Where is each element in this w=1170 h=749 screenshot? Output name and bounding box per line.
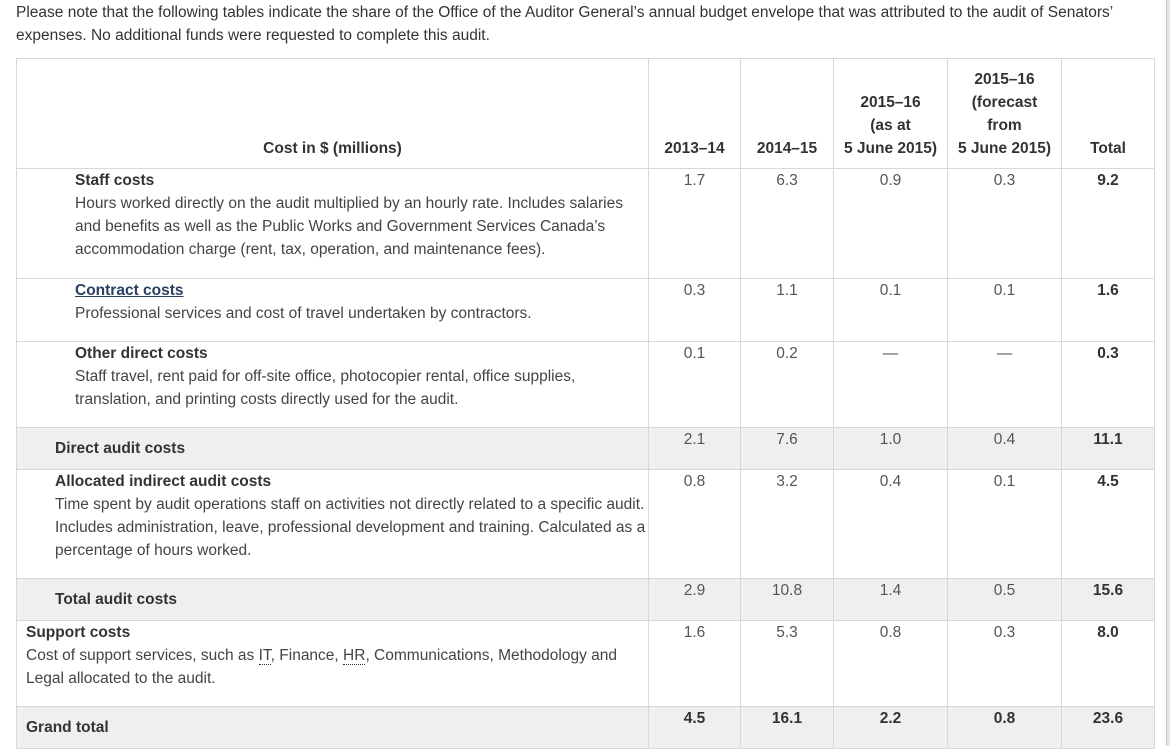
table-row-staff-costs: Staff costs Hours worked directly on the… <box>16 168 1155 279</box>
header-line: (forecast <box>971 94 1038 111</box>
detail-text: Cost of support services, such as <box>26 647 259 664</box>
cell-2014-15: 3.2 <box>740 469 834 579</box>
table-header-row: Cost in $ (millions) 2013–14 2014–15 201… <box>16 58 1155 169</box>
cell-2014-15: 7.6 <box>740 427 834 470</box>
row-title: Grand total <box>26 719 109 736</box>
cell-2014-15: 16.1 <box>740 706 834 749</box>
cell-2014-15: 10.8 <box>740 578 834 621</box>
header-2013-14: 2013–14 <box>648 58 741 169</box>
row-title: Support costs <box>26 624 131 641</box>
row-title: Allocated indirect audit costs <box>55 473 272 490</box>
row-detail: Hours worked directly on the audit multi… <box>75 195 623 258</box>
cell-2014-15: 6.3 <box>740 168 834 279</box>
header-total: Total <box>1061 58 1155 169</box>
row-description: Contract costs Professional services and… <box>16 278 649 342</box>
cell-2015-16-as-at: 1.0 <box>833 427 948 470</box>
cell-2014-15: 5.3 <box>740 620 834 707</box>
header-2015-16-forecast: 2015–16 (forecast from 5 June 2015) <box>947 58 1062 169</box>
row-description: Grand total <box>16 706 649 749</box>
row-description: Allocated indirect audit costs Time spen… <box>16 469 649 579</box>
row-description: Staff costs Hours worked directly on the… <box>16 168 649 279</box>
header-2015-16-as-at: 2015–16 (as at 5 June 2015) <box>833 58 948 169</box>
table-row-allocated-indirect-costs: Allocated indirect audit costs Time spen… <box>16 469 1155 579</box>
cell-total: 8.0 <box>1061 620 1155 707</box>
cell-2015-16-as-at: 0.8 <box>833 620 948 707</box>
cell-2015-16-forecast: 0.5 <box>947 578 1062 621</box>
cell-2015-16-as-at: 0.9 <box>833 168 948 279</box>
cell-2014-15: 0.2 <box>740 341 834 428</box>
table-row-direct-audit-costs: Direct audit costs 2.1 7.6 1.0 0.4 11.1 <box>16 427 1155 470</box>
table-row-grand-total: Grand total 4.5 16.1 2.2 0.8 23.6 <box>16 706 1155 749</box>
cell-total: 1.6 <box>1061 278 1155 342</box>
cell-2013-14: 2.1 <box>648 427 741 470</box>
row-description: Other direct costs Staff travel, rent pa… <box>16 341 649 428</box>
abbr-it[interactable]: IT <box>258 647 271 665</box>
row-title: Direct audit costs <box>55 440 186 457</box>
cell-2013-14: 4.5 <box>648 706 741 749</box>
table-row-other-direct-costs: Other direct costs Staff travel, rent pa… <box>16 341 1155 428</box>
cell-2015-16-as-at: 0.1 <box>833 278 948 342</box>
cell-2015-16-forecast: 0.8 <box>947 706 1062 749</box>
row-detail: Cost of support services, such as IT, Fi… <box>26 644 648 690</box>
cell-2015-16-forecast: — <box>947 341 1062 428</box>
cell-2015-16-forecast: 0.4 <box>947 427 1062 470</box>
cell-total: 11.1 <box>1061 427 1155 470</box>
cost-table: Cost in $ (millions) 2013–14 2014–15 201… <box>16 58 1155 749</box>
abbr-hr[interactable]: HR <box>343 647 366 665</box>
header-line: (as at <box>870 117 911 134</box>
row-detail: Professional services and cost of travel… <box>75 305 532 322</box>
cell-total: 15.6 <box>1061 578 1155 621</box>
cell-total: 0.3 <box>1061 341 1155 428</box>
contract-costs-link[interactable]: Contract costs <box>75 282 184 299</box>
header-2014-15: 2014–15 <box>740 58 834 169</box>
cell-2015-16-forecast: 0.3 <box>947 620 1062 707</box>
row-detail: Time spent by audit operations staff on … <box>55 496 646 559</box>
row-description: Direct audit costs <box>16 427 649 470</box>
header-line: 5 June 2015) <box>843 140 938 157</box>
cell-2013-14: 0.1 <box>648 341 741 428</box>
table-row-support-costs: Support costs Cost of support services, … <box>16 620 1155 707</box>
row-title: Other direct costs <box>75 345 208 362</box>
cell-2015-16-as-at: 1.4 <box>833 578 948 621</box>
header-cost-label: Cost in $ (millions) <box>16 58 649 169</box>
header-line: from <box>987 117 1022 134</box>
header-line: 5 June 2015) <box>957 140 1052 157</box>
detail-text: , Communications, Methodology and Legal … <box>26 647 618 687</box>
cell-2015-16-as-at: 0.4 <box>833 469 948 579</box>
cell-2013-14: 0.8 <box>648 469 741 579</box>
cell-2015-16-as-at: — <box>833 341 948 428</box>
row-detail: Staff travel, rent paid for off-site off… <box>75 368 576 408</box>
scrollbar-edge <box>1166 0 1170 746</box>
cell-total: 4.5 <box>1061 469 1155 579</box>
header-line: 2015–16 <box>974 71 1035 88</box>
cell-2015-16-forecast: 0.1 <box>947 278 1062 342</box>
row-description: Support costs Cost of support services, … <box>16 620 649 707</box>
row-title: Staff costs <box>75 172 155 189</box>
table-row-total-audit-costs: Total audit costs 2.9 10.8 1.4 0.5 15.6 <box>16 578 1155 621</box>
cell-2013-14: 1.6 <box>648 620 741 707</box>
cell-2014-15: 1.1 <box>740 278 834 342</box>
cell-2013-14: 2.9 <box>648 578 741 621</box>
cell-2013-14: 0.3 <box>648 278 741 342</box>
intro-text: Please note that the following tables in… <box>16 4 1113 44</box>
cell-2015-16-forecast: 0.3 <box>947 168 1062 279</box>
cell-total: 23.6 <box>1061 706 1155 749</box>
cell-2015-16-forecast: 0.1 <box>947 469 1062 579</box>
row-title: Total audit costs <box>55 591 178 608</box>
cell-2013-14: 1.7 <box>648 168 741 279</box>
table-row-contract-costs: Contract costs Professional services and… <box>16 278 1155 342</box>
header-line: 2015–16 <box>860 94 921 111</box>
cell-2015-16-as-at: 2.2 <box>833 706 948 749</box>
detail-text: , Finance, <box>270 647 344 664</box>
cell-total: 9.2 <box>1061 168 1155 279</box>
row-description: Total audit costs <box>16 578 649 621</box>
